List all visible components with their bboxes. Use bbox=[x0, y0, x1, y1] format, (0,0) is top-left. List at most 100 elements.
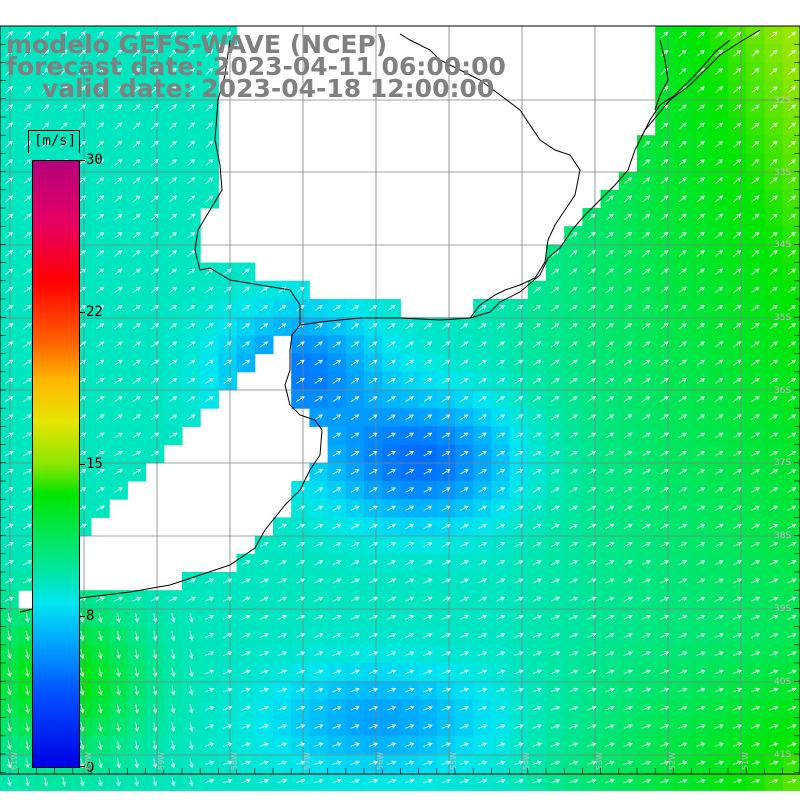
wind-arrow bbox=[223, 305, 232, 312]
wind-arrow bbox=[714, 614, 724, 620]
wind-arrow bbox=[132, 250, 141, 257]
wind-arrow bbox=[605, 377, 615, 384]
wind-arrow bbox=[98, 631, 103, 641]
wind-arrow bbox=[769, 31, 778, 39]
wind-arrow bbox=[405, 414, 414, 421]
wind-arrow bbox=[241, 669, 251, 675]
wind-arrow bbox=[114, 213, 123, 221]
wind-arrow bbox=[678, 268, 687, 275]
wind-arrow bbox=[587, 341, 596, 348]
wind-arrow bbox=[751, 104, 760, 112]
wind-arrow bbox=[642, 213, 651, 221]
wind-arrow bbox=[787, 31, 796, 39]
wind-arrow bbox=[715, 250, 724, 257]
wind-arrow bbox=[605, 432, 615, 439]
wind-arrow bbox=[150, 377, 160, 384]
wind-arrow bbox=[605, 542, 615, 548]
wind-arrow bbox=[587, 505, 597, 511]
wind-arrow bbox=[714, 323, 724, 330]
wind-arrow bbox=[769, 469, 779, 475]
wind-arrow bbox=[715, 195, 724, 203]
wind-arrow bbox=[23, 250, 32, 257]
wind-arrow bbox=[787, 250, 796, 257]
wind-arrow bbox=[23, 86, 32, 94]
wind-arrow bbox=[78, 67, 86, 75]
wind-arrow bbox=[441, 505, 451, 511]
wind-arrow bbox=[605, 414, 615, 421]
wind-arrow bbox=[533, 305, 542, 312]
wind-arrow bbox=[423, 359, 433, 366]
wind-arrow bbox=[569, 286, 578, 293]
wind-arrow bbox=[423, 432, 433, 439]
wind-arrow bbox=[769, 341, 778, 348]
wind-arrow bbox=[314, 396, 324, 402]
wind-arrow bbox=[296, 377, 305, 384]
wind-arrow bbox=[114, 104, 123, 112]
wind-arrow bbox=[4, 560, 14, 566]
wind-arrow bbox=[460, 487, 469, 493]
wind-arrow bbox=[205, 140, 214, 148]
wind-arrow bbox=[441, 341, 451, 348]
wind-arrow bbox=[733, 341, 742, 348]
wind-arrow bbox=[659, 669, 670, 675]
wind-arrow bbox=[187, 359, 196, 366]
wind-arrow bbox=[5, 487, 14, 493]
wind-arrow bbox=[205, 177, 214, 184]
wind-arrow bbox=[151, 195, 159, 203]
wind-arrow bbox=[787, 122, 796, 130]
wind-arrow bbox=[733, 213, 742, 221]
wind-arrow bbox=[696, 195, 705, 203]
wind-arrow bbox=[114, 31, 122, 39]
wind-arrow bbox=[133, 31, 141, 39]
wind-arrow bbox=[23, 359, 32, 366]
wind-arrow bbox=[96, 341, 105, 348]
wind-arrow bbox=[551, 323, 560, 330]
wind-arrow bbox=[41, 122, 50, 130]
wind-arrow bbox=[205, 49, 213, 57]
wind-arrow bbox=[296, 359, 305, 366]
wind-arrow bbox=[696, 359, 706, 366]
wind-arrow bbox=[642, 177, 651, 184]
wind-arrow bbox=[459, 651, 470, 656]
wind-arrow bbox=[441, 396, 451, 402]
wind-arrow bbox=[260, 305, 269, 312]
wind-arrow bbox=[23, 432, 32, 439]
wind-arrow bbox=[134, 631, 139, 641]
wind-arrow bbox=[551, 268, 560, 275]
wind-arrow bbox=[733, 469, 742, 475]
wind-arrow bbox=[714, 523, 724, 529]
wind-arrow bbox=[460, 341, 469, 348]
wind-arrow bbox=[496, 341, 505, 348]
wind-arrow bbox=[660, 560, 670, 566]
wind-arrow bbox=[350, 614, 360, 620]
wind-arrow bbox=[624, 231, 633, 239]
wind-arrow bbox=[550, 542, 560, 548]
wind-arrow bbox=[550, 614, 560, 620]
wind-arrow bbox=[769, 305, 778, 312]
wind-arrow bbox=[623, 396, 633, 402]
wind-arrow bbox=[350, 432, 360, 439]
wind-arrow bbox=[514, 323, 524, 330]
wind-arrow bbox=[642, 359, 651, 366]
wind-arrow bbox=[733, 305, 742, 312]
wind-arrow bbox=[441, 359, 451, 366]
wind-arrow bbox=[350, 377, 360, 384]
wind-arrow bbox=[41, 140, 50, 148]
wind-arrow bbox=[187, 31, 195, 39]
wind-arrow bbox=[532, 614, 542, 620]
wind-arrow bbox=[241, 633, 251, 638]
wind-arrow bbox=[477, 651, 488, 656]
wind-arrow bbox=[187, 122, 196, 130]
wind-arrow bbox=[769, 177, 778, 184]
wind-arrow bbox=[7, 631, 12, 641]
wind-arrow bbox=[550, 633, 560, 638]
wind-arrow bbox=[514, 396, 524, 402]
wind-arrow bbox=[660, 450, 669, 457]
wind-arrow bbox=[423, 505, 433, 511]
wind-arrow bbox=[277, 614, 287, 620]
wind-arrow bbox=[387, 523, 397, 529]
wind-arrow bbox=[205, 359, 214, 366]
wind-arrow bbox=[368, 596, 378, 602]
wind-arrow bbox=[550, 596, 560, 602]
wind-arrow bbox=[405, 341, 414, 348]
